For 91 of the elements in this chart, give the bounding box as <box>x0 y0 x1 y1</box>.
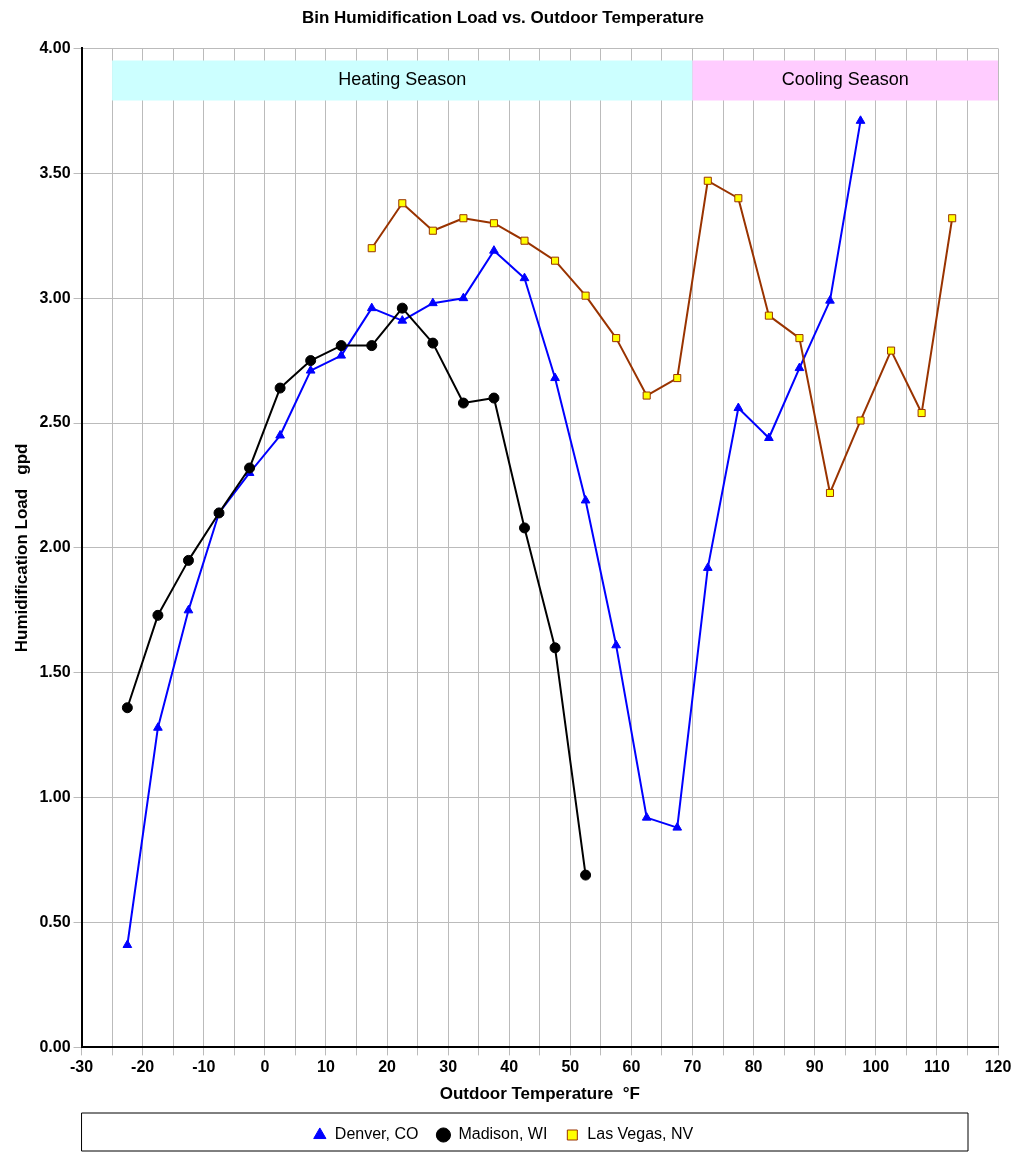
point <box>519 522 530 534</box>
x-tick-label: 40 <box>500 1058 519 1076</box>
point <box>581 291 590 300</box>
point <box>734 194 743 203</box>
point <box>366 340 378 352</box>
x-tick-label: 0 <box>260 1058 270 1076</box>
point <box>948 214 957 223</box>
point <box>550 372 560 382</box>
y-tick-label: 4.00 <box>39 38 71 56</box>
point <box>673 374 682 383</box>
point <box>458 292 469 302</box>
y-tick-label: 1.00 <box>39 788 71 806</box>
y-tick-label: 3.00 <box>39 288 71 306</box>
point <box>457 397 469 409</box>
x-tick-label: 110 <box>924 1058 950 1076</box>
point <box>459 214 468 223</box>
point <box>305 365 316 374</box>
point <box>305 355 317 367</box>
y-tick-label: 2.50 <box>39 413 71 431</box>
point <box>274 382 286 394</box>
point <box>549 642 561 654</box>
point <box>887 346 896 355</box>
y-tick-label: 3.50 <box>39 163 71 181</box>
point <box>520 236 529 245</box>
x-tick-label: 20 <box>378 1058 397 1076</box>
point <box>702 562 713 571</box>
point <box>428 297 438 307</box>
y-tick-label: 1.50 <box>39 663 71 681</box>
point <box>612 334 621 343</box>
y-tick-label: 2.00 <box>39 538 71 556</box>
point <box>183 604 194 614</box>
x-tick-label: 30 <box>439 1058 458 1076</box>
point <box>122 939 133 948</box>
point <box>489 219 498 228</box>
point <box>519 272 530 282</box>
point <box>488 392 500 404</box>
point <box>825 295 835 304</box>
x-tick-label: 70 <box>683 1058 702 1076</box>
point <box>396 302 408 314</box>
x-axis-title: Outdoor Temperature °F <box>439 1084 640 1104</box>
x-tick-label: 100 <box>862 1058 890 1076</box>
point <box>182 554 194 566</box>
band-label: Heating Season <box>338 69 467 90</box>
point <box>121 702 133 714</box>
point <box>275 430 285 439</box>
chart-title: Bin Humidification Load vs. Outdoor Temperature <box>301 7 705 27</box>
y-tick-label: 0.00 <box>39 1037 71 1055</box>
point <box>764 311 773 320</box>
y-axis-title: Humidification Load gpd <box>11 443 31 653</box>
legend-label: Denver, CO <box>334 1125 419 1143</box>
point <box>825 488 835 497</box>
point <box>611 639 621 649</box>
point <box>642 391 651 400</box>
point <box>335 340 347 352</box>
point <box>153 722 163 731</box>
point <box>244 462 256 474</box>
point <box>397 315 408 324</box>
point <box>855 115 866 124</box>
x-tick-label: -20 <box>131 1058 155 1076</box>
point <box>764 432 774 442</box>
point <box>551 256 560 265</box>
band-label: Cooling Season <box>781 69 909 90</box>
legend-label: Madison, WI <box>458 1125 548 1143</box>
point <box>428 226 437 235</box>
point <box>398 199 407 208</box>
point <box>152 609 164 621</box>
legend-label: Las Vegas, NV <box>587 1125 694 1143</box>
x-tick-label: 60 <box>622 1058 641 1076</box>
point <box>641 812 652 821</box>
point <box>367 244 376 253</box>
point <box>703 176 712 185</box>
point <box>795 334 804 343</box>
x-tick-label: 80 <box>744 1058 763 1076</box>
x-tick-label: -30 <box>69 1058 94 1076</box>
point <box>366 302 377 312</box>
point <box>917 409 926 418</box>
x-tick-label: -10 <box>192 1058 216 1076</box>
point <box>672 822 683 831</box>
point <box>427 337 439 349</box>
x-tick-label: 120 <box>984 1058 1012 1076</box>
x-tick-label: 10 <box>317 1058 335 1076</box>
point <box>336 350 347 359</box>
point <box>856 416 865 425</box>
point <box>489 245 499 254</box>
y-tick-label: 0.50 <box>39 912 71 930</box>
x-tick-label: 50 <box>561 1058 580 1076</box>
point <box>733 402 744 412</box>
point <box>580 494 591 504</box>
point <box>580 869 592 881</box>
x-tick-label: 90 <box>805 1058 824 1076</box>
point <box>794 362 805 372</box>
